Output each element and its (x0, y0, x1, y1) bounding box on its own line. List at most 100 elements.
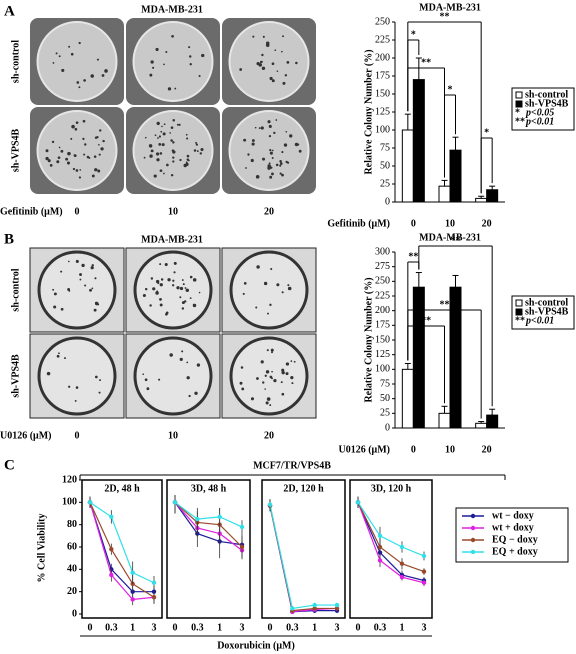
panel-title: 2D, 48 h (104, 483, 140, 494)
colony (269, 148, 272, 152)
colony (267, 120, 271, 124)
colony (82, 119, 86, 123)
colony (90, 266, 94, 270)
colony (291, 382, 294, 385)
colony (98, 143, 100, 146)
colony (71, 124, 75, 129)
colony (72, 167, 76, 171)
colony (79, 278, 82, 281)
colony (155, 47, 159, 52)
colony (271, 157, 274, 159)
colony (163, 123, 166, 126)
well (37, 336, 117, 416)
colony (255, 175, 260, 179)
legend-swatch (515, 308, 523, 316)
dose-label: 0 (75, 430, 80, 441)
colony (297, 143, 300, 146)
bar (412, 79, 425, 203)
colony (281, 392, 285, 396)
well (36, 21, 118, 102)
colony (290, 376, 294, 380)
colony (266, 349, 269, 352)
y-tick-label: 75 (380, 378, 390, 389)
point (130, 597, 135, 602)
colony (259, 60, 263, 64)
colony (159, 297, 162, 301)
legend-symbol: ** (515, 116, 525, 127)
colony (99, 379, 101, 382)
colony (193, 149, 197, 152)
colony (89, 288, 92, 292)
colony (183, 163, 187, 168)
colony (163, 172, 165, 175)
colony (98, 153, 101, 156)
colony (51, 140, 55, 144)
point (109, 547, 114, 552)
colony (157, 137, 159, 139)
colony (68, 45, 71, 48)
y-tick-label: 225 (375, 290, 390, 301)
colony (268, 162, 271, 165)
colony (102, 139, 105, 143)
colony (270, 268, 273, 271)
series-line (269, 505, 337, 612)
colony (181, 307, 185, 310)
colony (243, 138, 247, 142)
colony (271, 149, 274, 152)
colony (269, 303, 272, 306)
colony (45, 156, 49, 161)
colony (75, 386, 79, 389)
colony (188, 46, 191, 49)
panel-title: MCF7/TR/VPS4B (253, 460, 331, 471)
series-line (89, 502, 155, 601)
y-axis-label: % Cell Viability (36, 514, 47, 583)
colony (267, 166, 271, 170)
colony (61, 68, 65, 73)
point (267, 502, 273, 507)
x-tick-label: 20 (482, 444, 492, 455)
colony (160, 278, 164, 281)
colony (251, 142, 255, 146)
series-line (357, 502, 425, 557)
x-axis-label: U0126 (μM) (339, 444, 391, 455)
series-line (174, 501, 243, 548)
point (172, 500, 178, 505)
bar (401, 129, 414, 203)
point (399, 544, 405, 550)
point (109, 572, 114, 578)
point (377, 533, 383, 539)
legend-marker (470, 525, 476, 531)
panel-letter: A (4, 3, 15, 19)
legend-box (511, 87, 575, 131)
colony (189, 275, 193, 279)
series-line (269, 505, 338, 613)
y-tick-label: 225 (375, 34, 390, 45)
bar (475, 422, 488, 429)
title-bg (83, 481, 161, 495)
colony (171, 284, 175, 287)
colony (70, 137, 73, 140)
colony (276, 70, 279, 72)
colony (101, 148, 104, 150)
x-tick-label: 10 (445, 218, 455, 229)
colony (97, 169, 101, 173)
x-tick-label: 0 (88, 622, 93, 633)
y-axis-label: Relative Colony Number (%) (363, 277, 374, 402)
series-line (357, 502, 425, 582)
colony (285, 362, 290, 366)
colony (76, 81, 80, 84)
colony (171, 149, 175, 152)
colony (166, 163, 169, 167)
well (133, 250, 213, 330)
colony (144, 136, 147, 139)
y-tick-label: 0 (72, 608, 77, 619)
legend-marker (470, 513, 476, 519)
colony (199, 152, 203, 155)
colony (56, 354, 60, 358)
point (421, 580, 427, 585)
colony (149, 73, 153, 77)
colony (185, 161, 188, 164)
plot-frame (349, 479, 433, 619)
colony (241, 387, 245, 391)
colony (256, 265, 260, 269)
